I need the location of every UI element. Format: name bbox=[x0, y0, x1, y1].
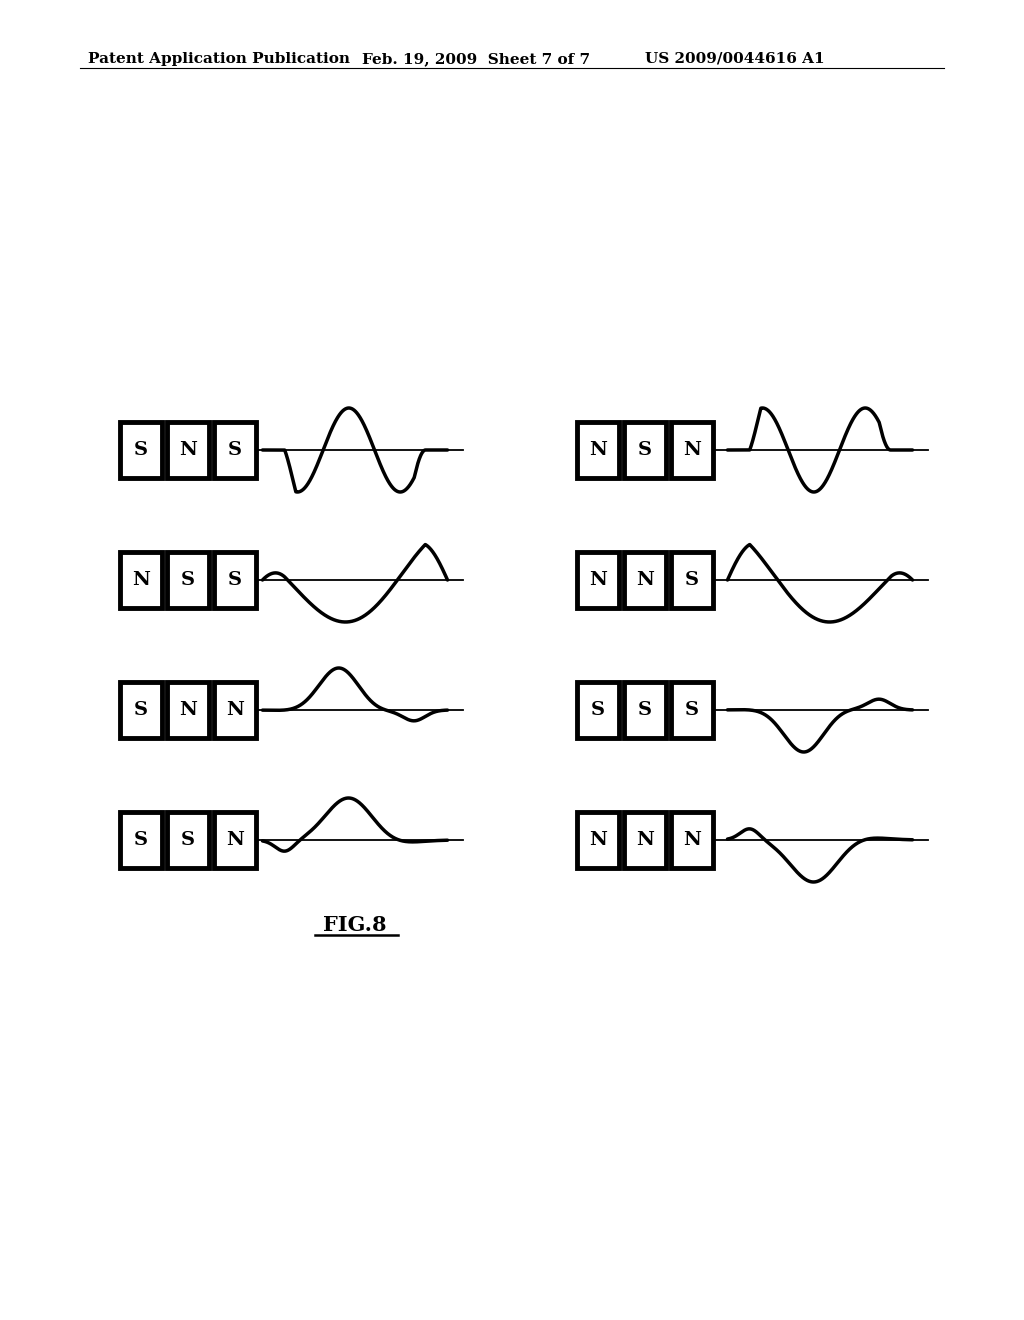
Bar bbox=[577, 422, 618, 478]
Text: S: S bbox=[134, 441, 148, 459]
Bar bbox=[120, 552, 162, 609]
Text: Patent Application Publication: Patent Application Publication bbox=[88, 51, 350, 66]
Bar bbox=[167, 422, 209, 478]
Text: N: N bbox=[589, 441, 607, 459]
Bar bbox=[624, 422, 666, 478]
Bar bbox=[214, 552, 256, 609]
Bar bbox=[624, 552, 666, 609]
Bar bbox=[214, 422, 256, 478]
Bar bbox=[167, 552, 209, 609]
Bar bbox=[167, 682, 209, 738]
Text: S: S bbox=[638, 701, 652, 719]
Text: Feb. 19, 2009  Sheet 7 of 7: Feb. 19, 2009 Sheet 7 of 7 bbox=[362, 51, 590, 66]
Text: FIG.8: FIG.8 bbox=[324, 915, 387, 935]
Text: N: N bbox=[179, 701, 197, 719]
Bar bbox=[214, 682, 256, 738]
Text: N: N bbox=[683, 441, 701, 459]
Bar bbox=[671, 812, 713, 869]
Text: S: S bbox=[134, 832, 148, 849]
Bar bbox=[577, 682, 618, 738]
Bar bbox=[120, 812, 162, 869]
Text: S: S bbox=[638, 441, 652, 459]
Bar bbox=[577, 812, 618, 869]
Text: N: N bbox=[636, 832, 654, 849]
Text: S: S bbox=[181, 832, 195, 849]
Text: S: S bbox=[134, 701, 148, 719]
Bar bbox=[214, 812, 256, 869]
Text: S: S bbox=[591, 701, 605, 719]
Bar bbox=[167, 812, 209, 869]
Bar bbox=[671, 552, 713, 609]
Text: S: S bbox=[228, 441, 242, 459]
Bar bbox=[671, 682, 713, 738]
Text: N: N bbox=[636, 572, 654, 589]
Bar bbox=[577, 552, 618, 609]
Text: S: S bbox=[181, 572, 195, 589]
Text: N: N bbox=[589, 572, 607, 589]
Text: N: N bbox=[589, 832, 607, 849]
Text: US 2009/0044616 A1: US 2009/0044616 A1 bbox=[645, 51, 824, 66]
Text: S: S bbox=[685, 572, 699, 589]
Text: N: N bbox=[226, 701, 244, 719]
Bar bbox=[624, 682, 666, 738]
Text: N: N bbox=[132, 572, 150, 589]
Bar bbox=[120, 682, 162, 738]
Text: N: N bbox=[226, 832, 244, 849]
Text: S: S bbox=[228, 572, 242, 589]
Text: N: N bbox=[179, 441, 197, 459]
Text: S: S bbox=[685, 701, 699, 719]
Text: N: N bbox=[683, 832, 701, 849]
Bar bbox=[624, 812, 666, 869]
Bar bbox=[671, 422, 713, 478]
Bar bbox=[120, 422, 162, 478]
